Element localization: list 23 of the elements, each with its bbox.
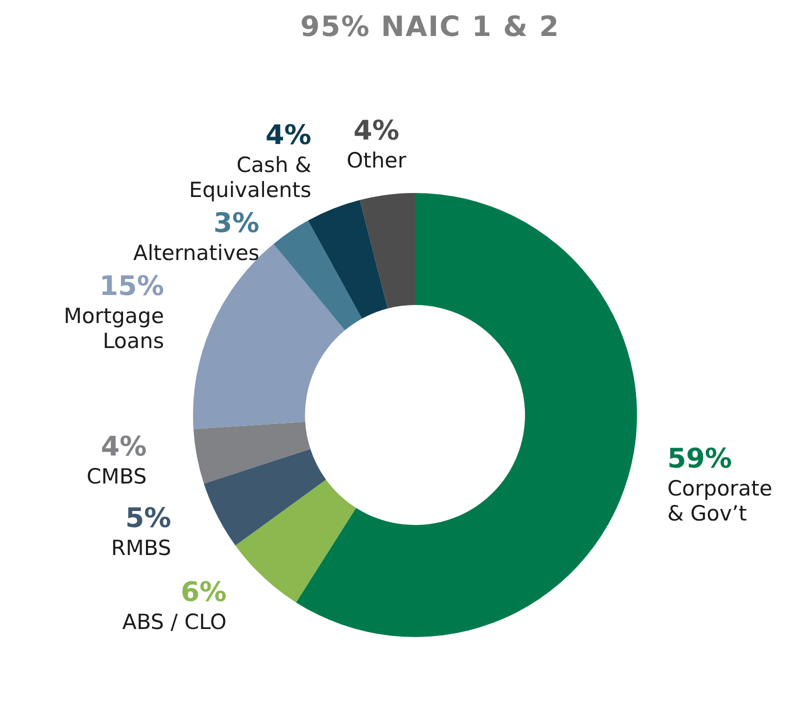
- donut-slice: [308, 200, 388, 319]
- slice-label: Mortgage Loans: [64, 304, 164, 353]
- donut-slice: [273, 220, 362, 330]
- data-label: 15%: [99, 270, 164, 302]
- data-label: 4%: [353, 116, 400, 147]
- data-label: 4%: [266, 120, 312, 151]
- data-label: 6%: [180, 576, 227, 608]
- data-label: 4%: [100, 432, 147, 463]
- slice-label: Other: [346, 148, 407, 173]
- donut-slice: [360, 193, 415, 308]
- donut-slice: [193, 422, 310, 484]
- slice-label: CMBS: [86, 464, 147, 489]
- donut-slice: [235, 480, 356, 602]
- donut-slice: [204, 448, 326, 546]
- data-label: 5%: [125, 503, 172, 534]
- slice-label: Corporate & Gov’t: [667, 476, 772, 526]
- slice-label: ABS / CLO: [122, 610, 227, 634]
- data-label: 3%: [214, 208, 260, 239]
- slice-label: RMBS: [111, 536, 172, 560]
- data-label: 59%: [667, 444, 732, 475]
- slice-label: Alternatives: [133, 240, 260, 265]
- slice-label: Cash & Equivalents: [189, 152, 312, 202]
- chart-title: 95% NAIC 1 & 2: [299, 10, 561, 45]
